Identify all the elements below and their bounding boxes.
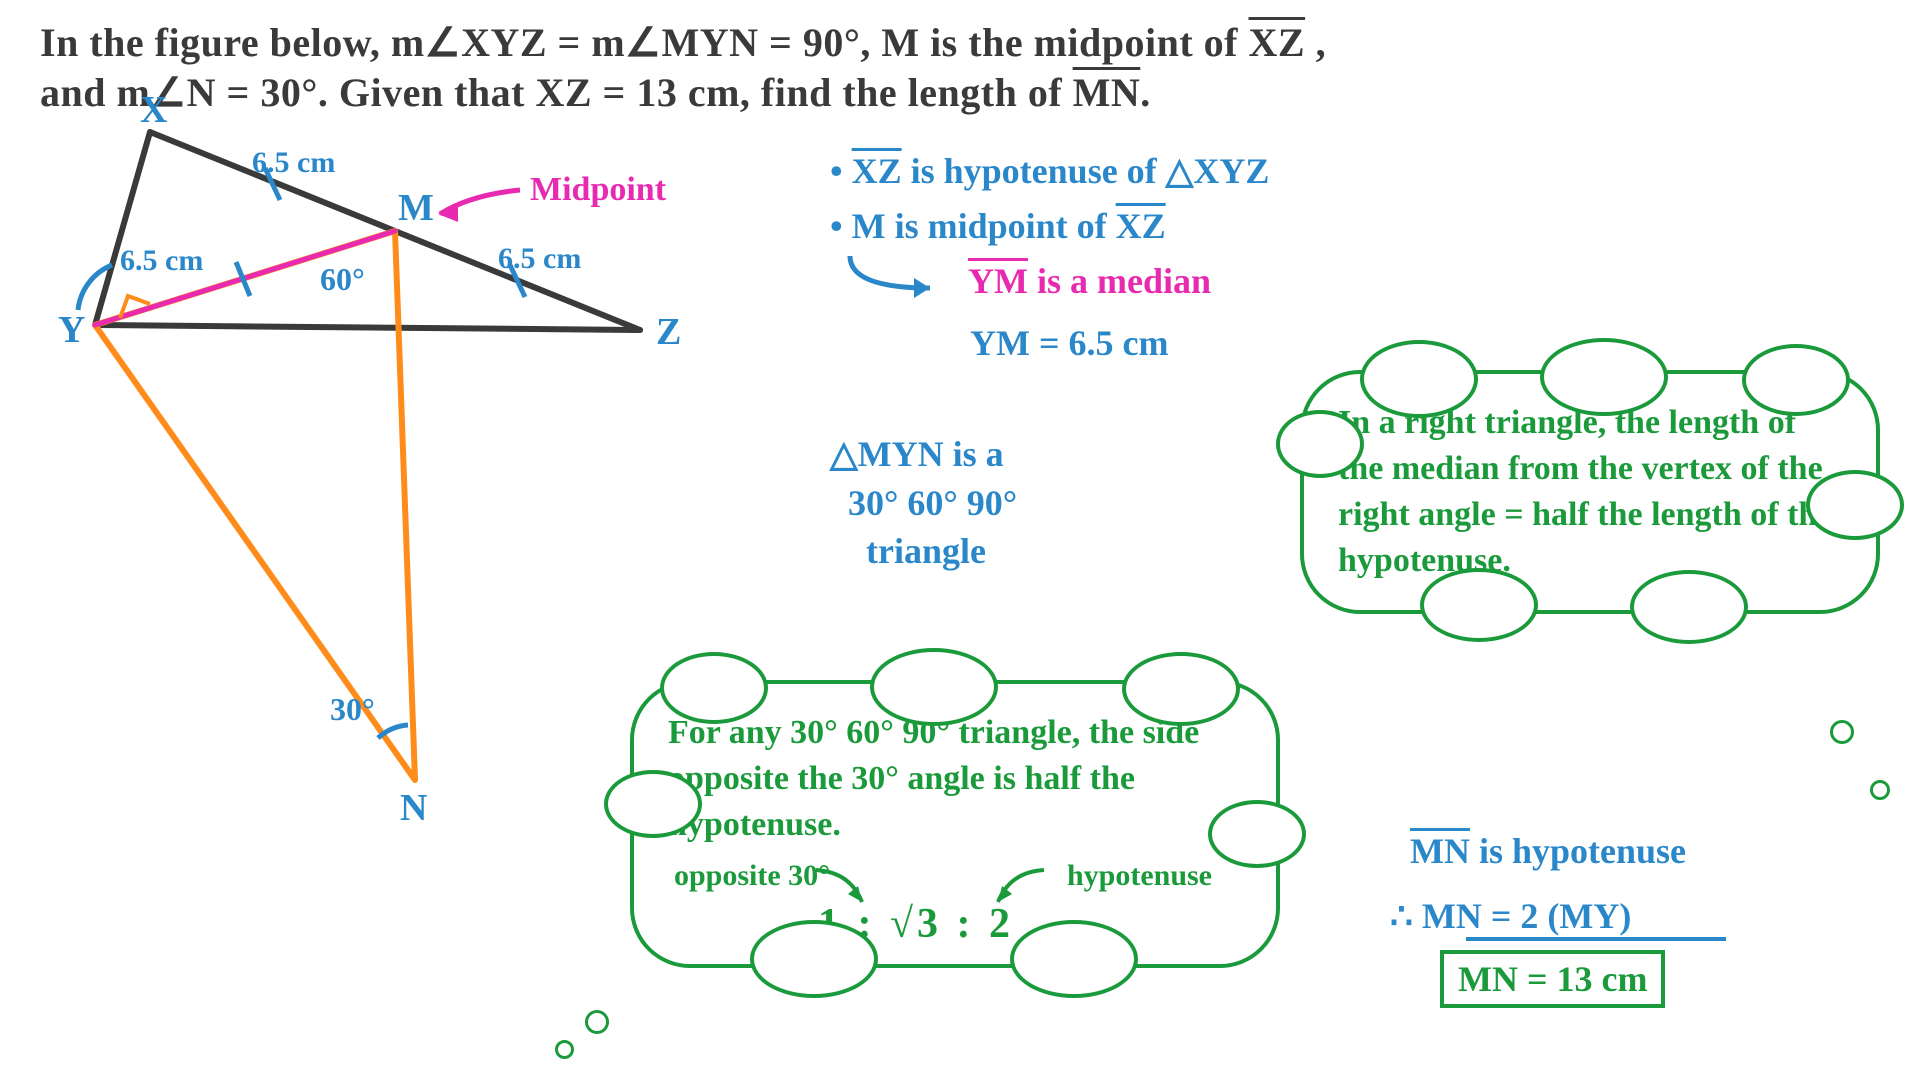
svg-text:Z: Z — [656, 311, 681, 353]
problem-line2-seg: MN — [1073, 70, 1141, 115]
tri-a: △MYN is a — [830, 434, 1004, 474]
tri-c: triangle — [866, 531, 986, 571]
note1-seg: XZ — [852, 151, 902, 191]
svg-text:6.5 cm: 6.5 cm — [498, 242, 581, 275]
ym-seg: YM — [968, 261, 1028, 301]
underline-icon — [1466, 935, 1726, 945]
svg-text:M: M — [398, 187, 434, 229]
svg-text:N: N — [400, 787, 427, 829]
svg-text:Midpoint: Midpoint — [530, 171, 667, 208]
note-ym-length: YM = 6.5 cm — [970, 322, 1168, 364]
problem-line2b: . — [1140, 70, 1151, 115]
note2-text: M is midpoint of — [852, 206, 1116, 246]
note2-seg: XZ — [1116, 206, 1166, 246]
svg-text:Y: Y — [58, 309, 85, 351]
note-m-midpoint: • M is midpoint of XZ — [830, 205, 1166, 247]
svg-text:6.5 cm: 6.5 cm — [120, 244, 203, 277]
svg-text:30°: 30° — [330, 691, 375, 727]
mn-text: is hypotenuse — [1470, 831, 1686, 871]
problem-line1-seg: XZ — [1249, 20, 1306, 65]
arrow-ym-icon — [830, 248, 960, 308]
note-306090: △MYN is a 30° 60° 90° triangle — [830, 430, 1017, 576]
cloud-ratio: For any 30° 60° 90° triangle, the side o… — [630, 680, 1280, 968]
ym-text: is a median — [1028, 261, 1211, 301]
svg-text:6.5 cm: 6.5 cm — [252, 146, 335, 179]
cloud-ratio-text: For any 30° 60° 90° triangle, the side o… — [668, 710, 1242, 848]
mn-seg: MN — [1410, 831, 1470, 871]
answer-box: MN = 13 cm — [1440, 950, 1665, 1008]
note1-text: is hypotenuse of △XYZ — [902, 151, 1270, 191]
answer-text: MN = 13 cm — [1440, 950, 1665, 1008]
cloud-dot — [555, 1040, 574, 1059]
problem-line1b: , — [1305, 20, 1326, 65]
cloud-dot — [585, 1010, 609, 1034]
note-therefore: ∴ MN = 2 (MY) — [1390, 895, 1631, 937]
svg-text:60°: 60° — [320, 261, 365, 297]
opp30-label: opposite 30° — [674, 856, 830, 897]
tri-b: 30° 60° 90° — [848, 483, 1017, 523]
cloud-median-theorem: In a right triangle, the length of the m… — [1300, 370, 1880, 614]
note-mn-hypotenuse: MN is hypotenuse — [1410, 830, 1686, 872]
hyp-label: hypotenuse — [1067, 856, 1212, 897]
cloud-dot — [1830, 720, 1854, 744]
svg-text:X: X — [140, 89, 167, 131]
cloud-dot — [1870, 780, 1890, 800]
therefore-text: ∴ MN = 2 (MY) — [1390, 896, 1631, 936]
note-ym-median: YM is a median — [968, 260, 1211, 302]
note-xz-hypotenuse: • XZ is hypotenuse of △XYZ — [830, 150, 1269, 192]
